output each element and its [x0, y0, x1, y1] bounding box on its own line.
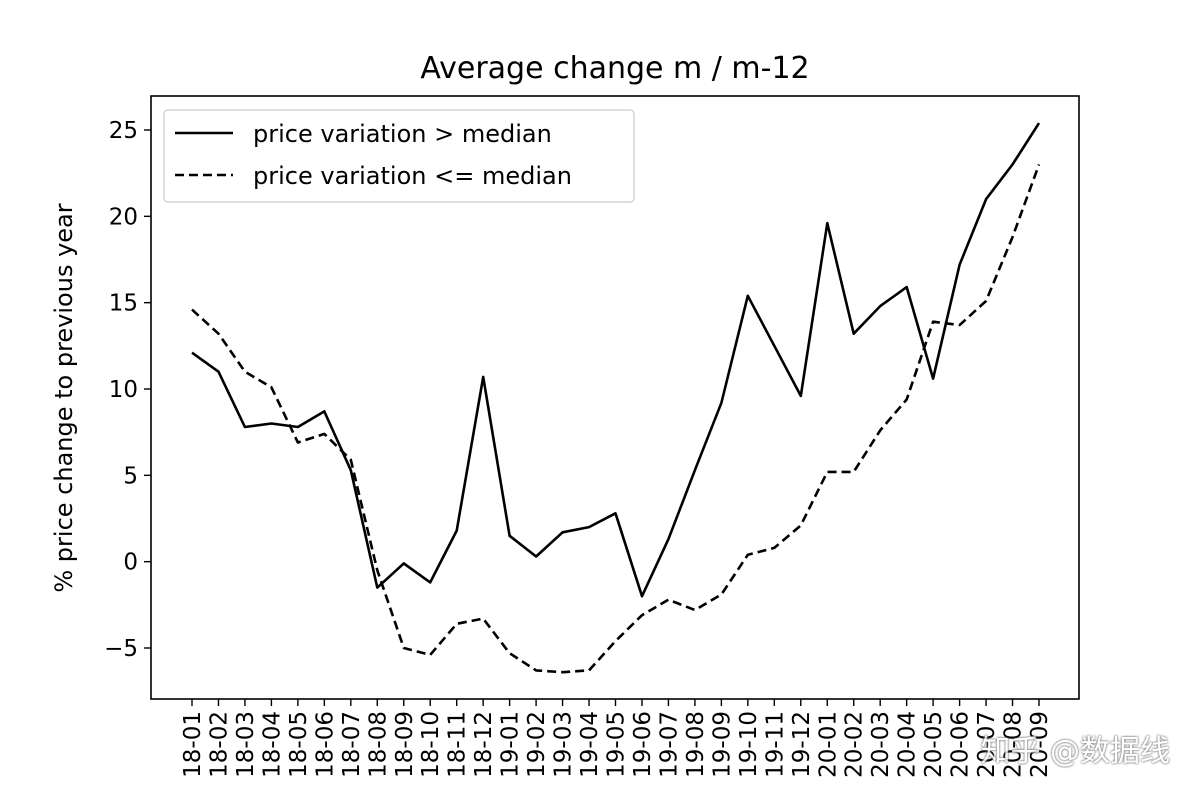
x-tick-label: 18-10: [418, 711, 444, 778]
x-tick-label: 18-08: [365, 711, 391, 778]
x-tick-label: 20-04: [895, 711, 921, 778]
watermark: 知乎 @数据线: [980, 734, 1170, 769]
legend-label: price variation <= median: [253, 162, 572, 190]
y-tick-label: 25: [109, 118, 138, 144]
y-tick-label: 5: [123, 463, 138, 489]
x-tick-label: 18-09: [392, 711, 418, 778]
x-tick-label: 18-05: [286, 711, 312, 778]
x-tick-label: 18-12: [471, 711, 497, 778]
x-tick-label: 20-08: [1001, 711, 1027, 778]
x-tick-label: 18-07: [339, 711, 365, 778]
series-line-2: [191, 164, 1041, 674]
x-tick-label: 18-01: [180, 711, 206, 778]
y-tick-label: 10: [109, 377, 138, 403]
legend-box: [163, 109, 635, 203]
y-tick-label: 0: [123, 550, 138, 576]
x-tick-label: 19-02: [524, 711, 550, 778]
x-tick-label: 20-07: [974, 711, 1000, 778]
x-tick-label: 20-09: [1027, 711, 1053, 778]
x-tick-label: 19-03: [551, 711, 577, 778]
x-tick-label: 19-09: [709, 711, 735, 778]
x-tick-label: 20-06: [948, 711, 974, 778]
x-tick-label: 20-01: [815, 711, 841, 778]
x-tick-label: 18-02: [206, 711, 232, 778]
plot-frame: [150, 95, 1080, 700]
legend-label: price variation > median: [253, 120, 552, 148]
x-tick-label: 18-04: [259, 711, 285, 778]
y-tick-label: 20: [109, 204, 138, 230]
legend: price variation > median price variation …: [163, 109, 635, 203]
y-tick-label: −5: [104, 636, 138, 662]
x-tick-label: 19-07: [656, 711, 682, 778]
chart-title: Average change m / m-12: [420, 51, 809, 86]
x-tick-label: 19-11: [762, 711, 788, 778]
x-tick-label: 18-03: [233, 711, 259, 778]
x-tick-label: 20-05: [921, 711, 947, 778]
x-tick-label: 20-02: [842, 711, 868, 778]
x-tick-label: 19-06: [630, 711, 656, 778]
x-tick-label: 20-03: [868, 711, 894, 778]
y-axis-label: % price change to previous year: [50, 203, 78, 592]
x-tick-label: 19-12: [789, 711, 815, 778]
x-tick-label: 18-11: [445, 711, 471, 778]
x-tick-label: 19-05: [604, 711, 630, 778]
x-tick-label: 18-06: [312, 711, 338, 778]
y-tick-label: 15: [109, 291, 138, 317]
x-tick-label: 19-08: [683, 711, 709, 778]
x-tick-label: 19-01: [498, 711, 524, 778]
x-tick-label: 19-04: [577, 711, 603, 778]
x-tick-label: 19-10: [736, 711, 762, 778]
